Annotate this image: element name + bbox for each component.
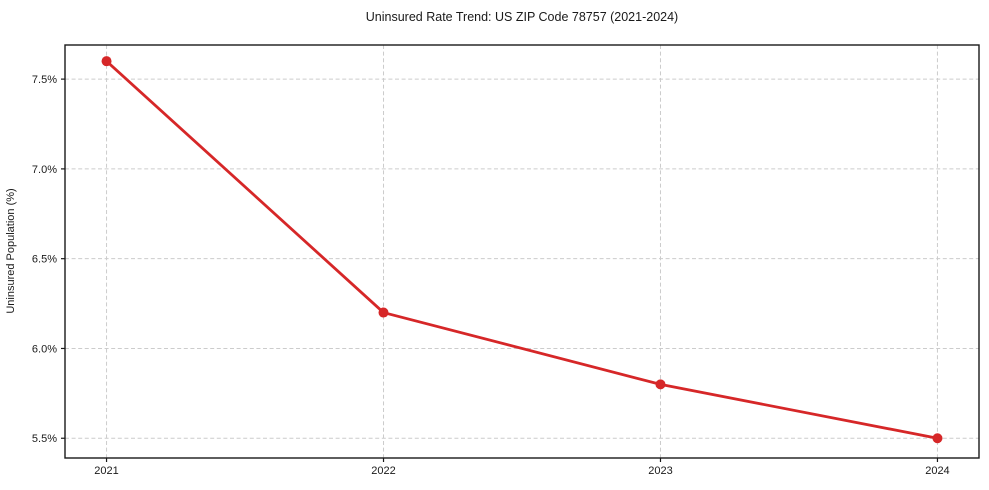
x-tick-label: 2021 — [94, 465, 118, 477]
data-point-marker — [378, 307, 389, 318]
plot-frame — [64, 44, 980, 459]
y-tick-label: 6.0% — [32, 343, 57, 355]
data-series — [101, 56, 943, 444]
axis-ticks: 5.5% 6.0% 6.5% 7.0% 7.5% 2021 2022 2023 2024 — [32, 74, 950, 477]
data-point-marker — [101, 56, 112, 67]
x-tick-label: 2022 — [371, 465, 395, 477]
plot-border — [64, 44, 980, 459]
y-tick-label: 7.0% — [32, 164, 57, 176]
y-tick-label: 6.5% — [32, 254, 57, 266]
gridlines — [65, 45, 979, 458]
chart-title: Uninsured Rate Trend: US ZIP Code 78757 … — [366, 10, 678, 24]
y-tick-label: 5.5% — [32, 433, 57, 445]
data-point-marker — [932, 433, 943, 444]
y-axis-label: Uninsured Population (%) — [5, 188, 17, 313]
x-tick-label: 2024 — [925, 465, 949, 477]
trend-line — [105, 59, 939, 440]
x-tick-label: 2023 — [648, 465, 672, 477]
data-point-marker — [655, 379, 666, 390]
y-tick-label: 7.5% — [32, 74, 57, 86]
